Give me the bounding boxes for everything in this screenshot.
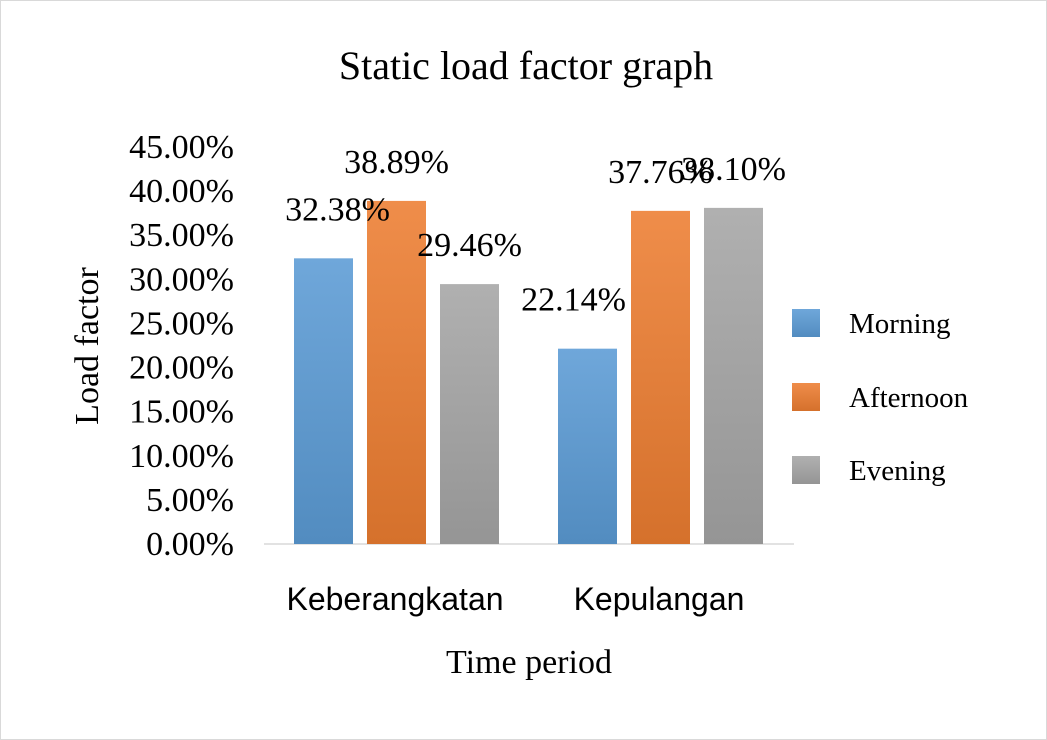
bar-evening-kepulangan (704, 207, 763, 544)
legend-swatch-morning (792, 309, 820, 337)
x-axis-title: Time period (446, 644, 612, 681)
y-tick-label: 25.00% (129, 305, 234, 342)
legend-swatch-evening (792, 456, 820, 484)
x-category-label: Kepulangan (574, 581, 745, 617)
y-tick-label: 35.00% (129, 217, 234, 254)
legend-label-afternoon: Afternoon (849, 382, 969, 414)
y-tick-label: 0.00% (146, 526, 234, 563)
bars (294, 200, 763, 544)
y-tick-label: 40.00% (129, 173, 234, 210)
legend-label-evening: Evening (849, 455, 946, 487)
y-tick-label: 10.00% (129, 438, 234, 475)
y-tick-label: 20.00% (129, 350, 234, 387)
y-axis-ticks: 0.00% 5.00% 10.00% 15.00% 20.00% 25.00% 30.00%… (129, 129, 234, 563)
legend: Morning Afternoon Evening (792, 308, 969, 487)
bar-afternoon-keberangkatan (367, 200, 426, 544)
legend-label-morning: Morning (849, 308, 951, 340)
bar-morning-kepulangan (558, 348, 617, 544)
bar-data-labels: 32.38% 38.89% 29.46% 22.14% 37.76%38.10% (285, 144, 786, 319)
bar-data-label: 38.10% (681, 151, 786, 188)
bar-evening-keberangkatan (440, 284, 499, 544)
bar-data-label: 38.89% (344, 144, 449, 181)
chart-title: Static load factor graph (339, 43, 713, 88)
y-tick-label: 45.00% (129, 129, 234, 166)
x-axis-categories: Keberangkatan Kepulangan (286, 581, 744, 617)
y-axis-title: Load factor (69, 267, 106, 425)
bar-data-label: 37.76% (608, 154, 713, 191)
legend-swatch-afternoon (792, 383, 820, 411)
bar-afternoon-kepulangan (631, 210, 690, 544)
x-category-label: Keberangkatan (286, 581, 503, 617)
y-tick-label: 15.00% (129, 394, 234, 431)
bar-data-label: 29.46% (417, 227, 522, 264)
y-tick-label: 5.00% (146, 482, 234, 519)
bar-data-label: 32.38% (285, 191, 390, 228)
bar-morning-keberangkatan (294, 258, 353, 544)
bar-data-label: 22.14% (521, 282, 626, 319)
y-tick-label: 30.00% (129, 261, 234, 298)
